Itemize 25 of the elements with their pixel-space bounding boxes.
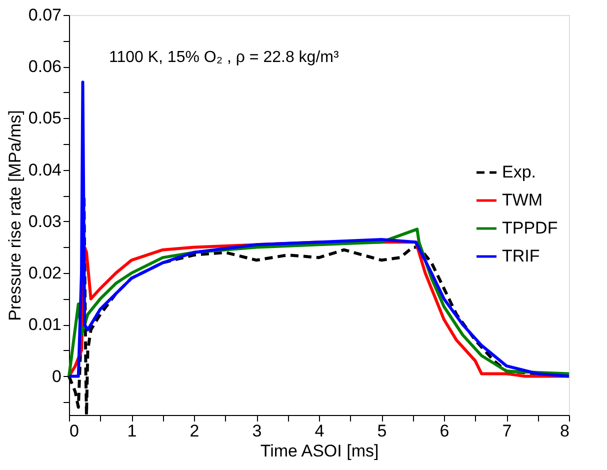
legend-label: TPPDF [502,218,558,238]
y-tick-label: 0.03 [28,212,62,231]
y-tick-label: 0 [52,366,62,386]
y-tick-label: 0.04 [28,160,62,180]
y-tick-label: 0.06 [28,57,62,76]
y-axis-title: Pressure rise rate [MPa/ms] [5,110,24,321]
legend-label: TRIF [502,246,540,266]
y-tick-label: 0.01 [28,315,62,334]
x-tick-label: 0 [70,422,79,440]
y-tick-label: 0.02 [28,264,62,283]
x-tick-label: 1 [127,422,137,440]
y-tick-label: 0.07 [28,6,62,24]
y-tick-label: 0.05 [28,108,62,128]
x-tick-label: 2 [190,422,200,440]
x-tick-label: 7 [502,422,512,440]
x-tick-label: 8 [560,422,570,440]
x-tick-label: 4 [314,422,324,440]
x-tick-label: 3 [252,422,262,440]
legend-label: TWM [502,190,543,210]
annotation: 1100 K, 15% O₂ , ρ = 22.8 kg/m³ [109,49,340,66]
x-tick-label: 6 [440,422,450,440]
x-axis-title: Time ASOI [ms] [260,442,379,460]
line-series [68,80,570,378]
x-tick-label: 5 [377,422,387,440]
legend-label: Exp. [502,162,536,182]
